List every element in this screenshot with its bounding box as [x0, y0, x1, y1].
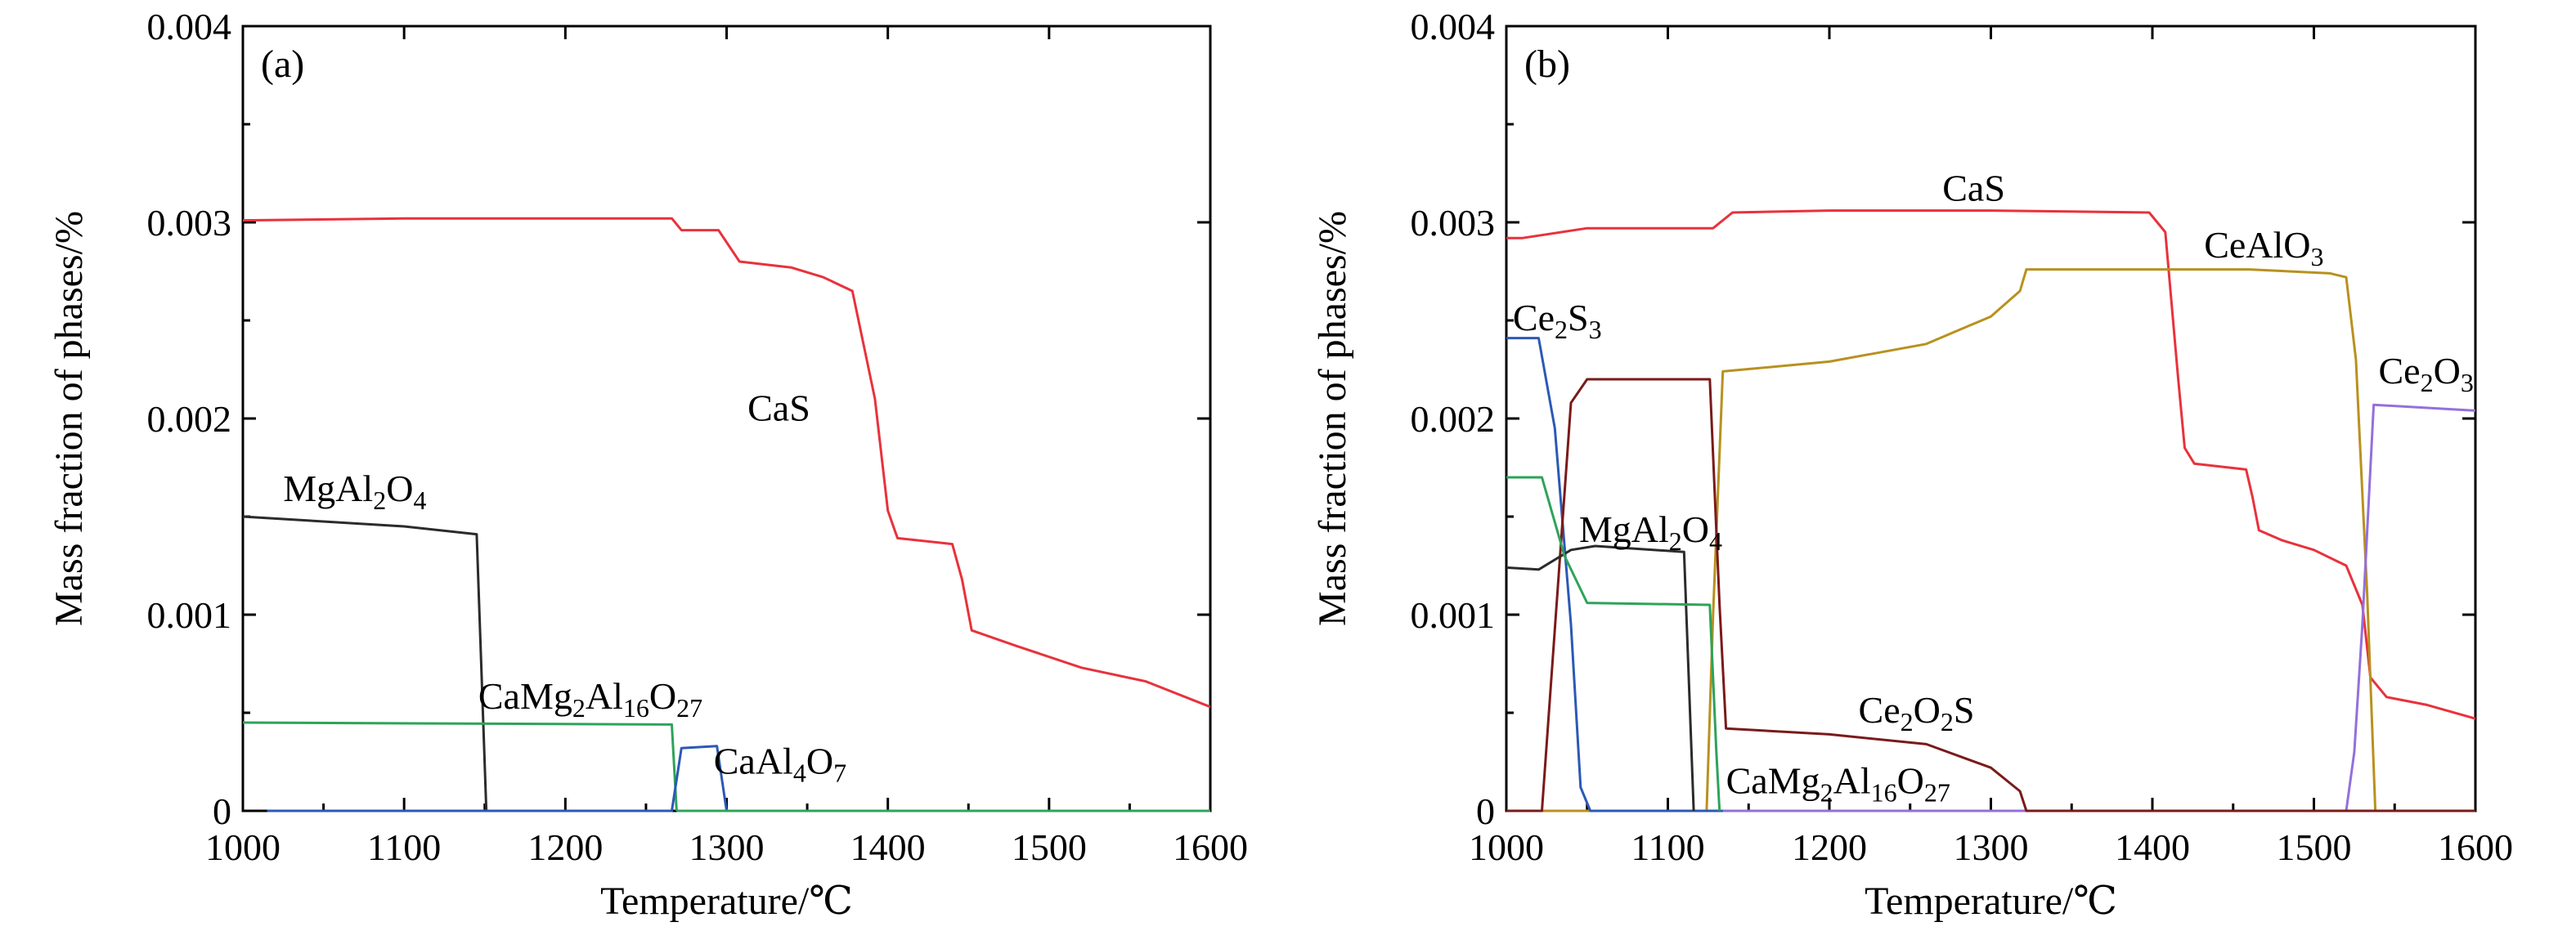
series-label-part: S	[1954, 689, 1975, 731]
series-label-part: 2	[2421, 368, 2434, 397]
series-line-ce2s3	[1506, 337, 2475, 812]
series-line-ce2o3	[1722, 403, 2476, 812]
series-label-part: Ce	[2379, 350, 2421, 392]
y-tick-label: 0	[213, 790, 231, 832]
series-label-part: S	[1568, 297, 1589, 338]
series-label-part: 7	[833, 758, 846, 787]
series-label-part: 3	[2311, 242, 2324, 271]
series-label-part: 2	[1941, 707, 1954, 736]
series-line-cas	[1506, 209, 2476, 720]
series-label-part: O	[2434, 350, 2461, 392]
x-tick-label: 1300	[689, 826, 765, 868]
series-label-part: O	[1897, 759, 1924, 801]
series-label-part: O	[1914, 689, 1941, 731]
series-label-caal4o7: CaAl4O7	[714, 740, 846, 787]
series-label-ce2o3: Ce2O3	[2379, 350, 2474, 397]
series-label-part: O	[386, 468, 413, 509]
series-label-part: 3	[1589, 315, 1602, 344]
x-axis-title: Temperature/℃	[1865, 880, 2117, 923]
series-label-part: 2	[1555, 315, 1568, 344]
series-label-cas: CaS	[1942, 168, 2005, 209]
x-tick-label: 1000	[205, 826, 280, 868]
plot-frame	[241, 25, 1212, 812]
series-label-part: Al	[586, 675, 623, 717]
series-label-part: Al	[1833, 759, 1871, 801]
series-label-cas: CaS	[747, 387, 810, 428]
series-label-part: CaMg	[478, 675, 572, 717]
series-label-mgal2o4: MgAl2O4	[1579, 508, 1722, 556]
series-line-ce2o2s	[1506, 378, 2475, 812]
series-label-camg2al16o27: CaMg2Al16O27	[1726, 759, 1950, 807]
series-line-mgal2o4	[1506, 544, 1695, 812]
series-label-part: 2	[1669, 526, 1682, 556]
series-label-part: O	[806, 740, 833, 781]
y-tick-label: 0.004	[147, 6, 232, 47]
plot-frame	[1505, 25, 2477, 812]
panel-label: (b)	[1524, 43, 1570, 86]
x-tick-label: 1600	[1173, 826, 1248, 868]
series-label-cealo3: CeAlO3	[2204, 224, 2323, 271]
series-label-ce2s3: Ce2S3	[1513, 297, 1602, 344]
series-label-part: 16	[1871, 777, 1897, 807]
series-label-part: MgAl	[283, 468, 373, 509]
panel-label: (a)	[261, 43, 304, 86]
series-line-camg2al16o27	[242, 721, 678, 812]
series-line-camg2al16o27	[1506, 476, 1721, 812]
y-tick-label: 0.004	[1411, 6, 1496, 47]
series-label-part: 4	[1709, 526, 1722, 556]
series-label-part: CaMg	[1726, 759, 1820, 801]
series-label-part: 2	[373, 486, 386, 515]
x-tick-label: 1300	[1954, 826, 2029, 868]
series-label-part: O	[1682, 508, 1709, 550]
x-tick-label: 1400	[2115, 826, 2190, 868]
series-label-part: 2	[1901, 707, 1914, 736]
series-label-part: CaS	[1942, 168, 2005, 209]
series-label-mgal2o4: MgAl2O4	[283, 468, 426, 515]
y-axis-title: Mass fraction of phases/%	[47, 211, 91, 626]
x-axis-title: Temperature/℃	[600, 880, 853, 923]
series-label-part: 4	[413, 486, 426, 515]
x-tick-label: 1600	[2438, 826, 2513, 868]
series-line-caal4o7	[267, 745, 728, 812]
x-tick-label: 1100	[367, 826, 441, 868]
series-label-part: CaAl	[714, 740, 793, 781]
x-tick-label: 1200	[527, 826, 603, 868]
panel-b: 1000 1100 1200 1300 1400 1500 1600 0 0.001 0.002 0…	[1311, 6, 2513, 923]
y-tick-label: 0.002	[1411, 398, 1496, 440]
x-tick-label: 1400	[850, 826, 926, 868]
series-label-part: 16	[623, 693, 649, 723]
series-label-camg2al16o27: CaMg2Al16O27	[478, 675, 702, 723]
series-label-part: Ce	[1513, 297, 1555, 338]
y-tick-label: 0.003	[1411, 202, 1496, 244]
y-axis-title: Mass fraction of phases/%	[1311, 211, 1354, 626]
series-label-part: 2	[1820, 777, 1833, 807]
x-tick-label: 1000	[1469, 826, 1544, 868]
series-label-part: CeAlO	[2204, 224, 2310, 266]
x-tick-label: 1100	[1631, 826, 1704, 868]
series-line-cealo3	[1506, 268, 2377, 812]
series-label-part: 4	[793, 758, 806, 787]
series-label-part: 3	[2461, 368, 2474, 397]
y-tick-label: 0.001	[147, 594, 232, 636]
panel-a: 1000 1100 1200 1300 1400 1500 1600 0 0.001 0.002 0…	[47, 6, 1248, 923]
series-label-part: 27	[1924, 777, 1950, 807]
series-label-part: MgAl	[1579, 508, 1669, 550]
series-label-part: O	[649, 675, 676, 717]
series-line-cas	[242, 217, 1211, 709]
y-tick-label: 0.001	[1411, 594, 1496, 636]
x-tick-label: 1500	[1012, 826, 1087, 868]
y-tick-label: 0	[1476, 790, 1495, 832]
series-label-part: CaS	[747, 387, 810, 428]
y-tick-label: 0.003	[147, 202, 232, 244]
x-tick-label: 1200	[1792, 826, 1867, 868]
series-line-mgal2o4	[242, 515, 488, 812]
x-tick-label: 1500	[2277, 826, 2352, 868]
series-label-part: 2	[572, 693, 586, 723]
series-label-ce2o2s: Ce2O2S	[1859, 689, 1975, 736]
series-label-part: Ce	[1859, 689, 1901, 731]
series-label-part: 27	[676, 693, 702, 723]
y-tick-label: 0.002	[147, 398, 232, 440]
